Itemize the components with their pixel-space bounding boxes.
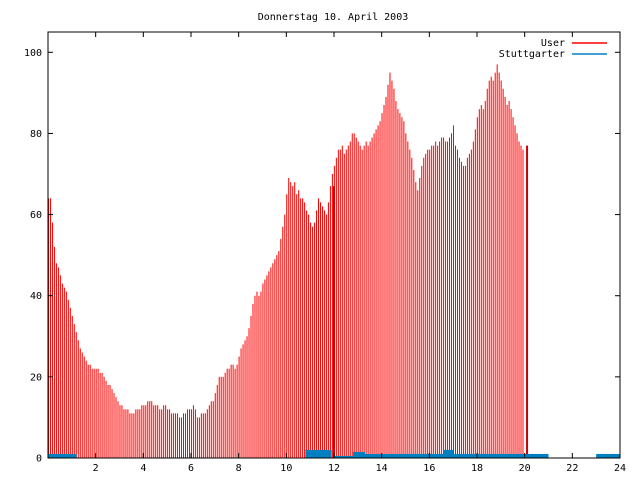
series-stuttgarter xyxy=(48,449,620,458)
segment-stuttgarter xyxy=(596,453,620,458)
series-user-bars xyxy=(48,64,524,458)
segment-stuttgarter xyxy=(334,455,354,458)
y-tick-label: 80 xyxy=(30,129,42,140)
segment-stuttgarter xyxy=(48,453,77,458)
segment-stuttgarter xyxy=(305,449,332,458)
legend-label: User xyxy=(541,38,565,49)
segment-stuttgarter xyxy=(443,449,454,458)
x-tick-label: 24 xyxy=(614,463,626,474)
x-tick-label: 12 xyxy=(328,463,340,474)
y-tick-label: 40 xyxy=(30,291,42,302)
y-tick-label: 0 xyxy=(36,454,42,465)
y-tick-label: 20 xyxy=(30,372,42,383)
series-user-events xyxy=(333,145,529,458)
x-tick-label: 20 xyxy=(519,463,531,474)
x-tick-label: 10 xyxy=(280,463,292,474)
x-tick-label: 4 xyxy=(140,463,146,474)
x-tick-label: 22 xyxy=(566,463,578,474)
chart-title: Donnerstag 10. April 2003 xyxy=(258,12,409,23)
segment-stuttgarter xyxy=(453,453,525,458)
x-tick-label: 16 xyxy=(423,463,435,474)
segment-stuttgarter xyxy=(353,451,365,458)
y-tick-label: 60 xyxy=(30,210,42,221)
segment-stuttgarter xyxy=(364,453,444,458)
x-tick-label: 2 xyxy=(93,463,99,474)
segment-stuttgarter xyxy=(524,453,549,458)
x-tick-label: 8 xyxy=(236,463,242,474)
x-tick-label: 18 xyxy=(471,463,483,474)
x-tick-label: 14 xyxy=(376,463,388,474)
legend-label: Stuttgarter xyxy=(499,49,565,60)
y-tick-label: 100 xyxy=(24,48,42,59)
x-tick-label: 6 xyxy=(188,463,194,474)
